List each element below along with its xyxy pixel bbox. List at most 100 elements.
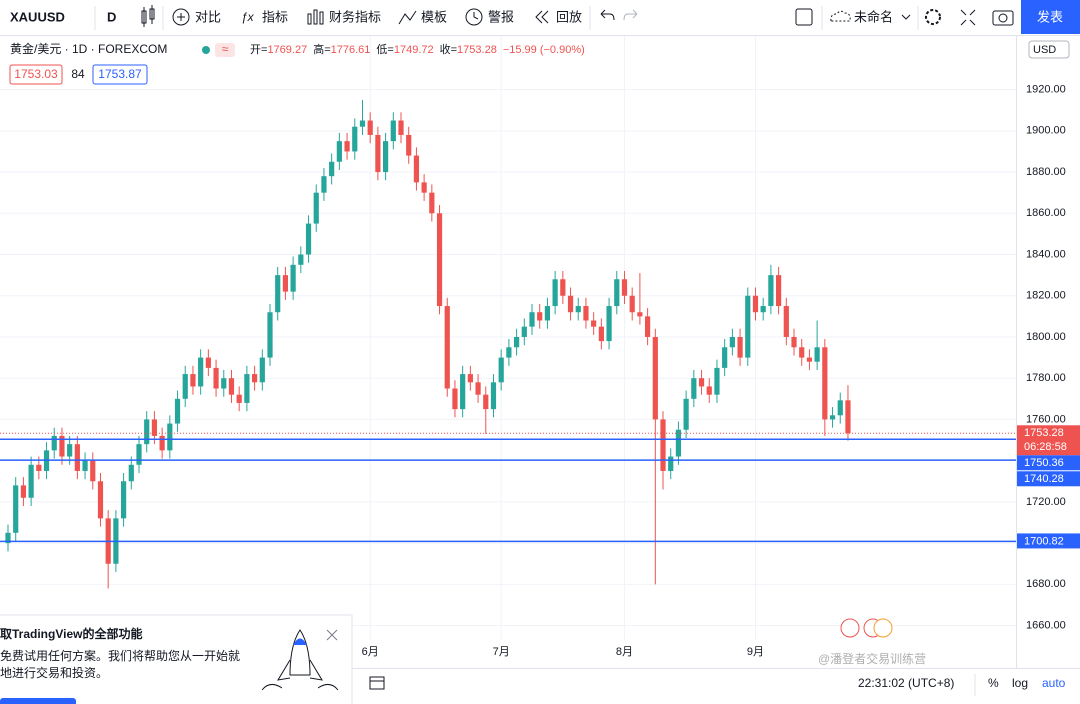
candle-body	[20, 485, 27, 498]
bid: 1753.03	[14, 67, 58, 81]
candle-body	[645, 316, 651, 337]
ask-box	[92, 64, 148, 85]
interval[interactable]: D	[107, 9, 116, 24]
candle-body	[483, 394, 489, 410]
currency-button[interactable]	[1028, 40, 1070, 59]
y-tick-label: 1840.00	[1026, 248, 1066, 260]
candle-body	[128, 464, 134, 482]
candle-body	[691, 378, 697, 399]
cloud-icon[interactable]	[830, 10, 851, 22]
candle-body	[190, 374, 196, 387]
candle-body	[537, 312, 543, 321]
spread: 84	[71, 67, 85, 81]
y-tick-label: 1680.00	[1026, 578, 1066, 590]
legend-value: 1749.72	[394, 44, 434, 56]
candle-body	[298, 254, 304, 265]
candle-body	[352, 126, 358, 152]
candle-body	[174, 398, 181, 424]
candle-body	[598, 326, 604, 342]
toolbar-button[interactable]: 回放	[556, 9, 582, 24]
candle-body	[698, 378, 705, 387]
promo-text: 地进行交易和投资。	[0, 665, 108, 680]
y-tick-label: 1760.00	[1026, 413, 1066, 425]
candle-body	[575, 306, 581, 313]
economic-events[interactable]	[840, 618, 893, 638]
candle-body	[706, 386, 712, 395]
currency[interactable]: USD	[1033, 44, 1056, 56]
candle-body	[791, 336, 797, 348]
log-toggle[interactable]: log	[1012, 676, 1028, 690]
candle-body	[529, 312, 535, 327]
close-icon[interactable]	[326, 629, 338, 641]
indicator-icon[interactable]: ƒx	[241, 10, 255, 24]
candle-body	[59, 435, 65, 457]
candle-body	[467, 374, 473, 383]
candle-body	[637, 312, 643, 317]
date-range-icon[interactable]	[369, 676, 385, 690]
symbol[interactable]: XAUUSD	[10, 9, 65, 24]
candle-body	[776, 275, 782, 307]
publish-label[interactable]: 发表	[1037, 9, 1063, 24]
candle-body	[783, 306, 789, 337]
fullscreen-icon[interactable]	[960, 9, 976, 26]
x-tick-label: 7月	[493, 646, 510, 658]
horizontal-line-label: 1740.28	[1024, 473, 1064, 485]
candle-body	[198, 357, 204, 387]
horizontal-line-box	[1017, 455, 1080, 471]
candle-body	[313, 192, 319, 224]
data-status-icon: ≈	[222, 42, 229, 56]
undo-icon[interactable]	[600, 9, 615, 21]
y-tick-label: 1660.00	[1026, 619, 1066, 631]
candle-body	[120, 481, 127, 519]
compare-icon[interactable]	[172, 8, 190, 26]
market-status	[202, 46, 210, 54]
y-tick-label: 1860.00	[1026, 207, 1066, 219]
x-tick-label: 6月	[362, 646, 379, 658]
plot-area	[0, 36, 1016, 640]
chart-type-icon[interactable]	[141, 5, 155, 27]
candle-body	[182, 374, 188, 399]
candle-body	[74, 444, 80, 471]
toolbar-button[interactable]: 财务指标	[329, 9, 381, 24]
candle-body	[660, 419, 666, 471]
last-price-box	[1017, 425, 1080, 456]
layout-name[interactable]: 未命名	[854, 9, 893, 24]
snapshot-icon[interactable]	[992, 10, 1014, 26]
candle-body	[436, 213, 443, 307]
replay-icon[interactable]	[535, 10, 549, 24]
dropdown-icon[interactable]	[901, 14, 911, 20]
toolbar-button[interactable]: 警报	[488, 9, 514, 24]
candle-body	[737, 336, 743, 358]
candle-body	[51, 435, 57, 451]
alert-icon[interactable]	[465, 8, 483, 26]
layout-icon[interactable]	[795, 8, 813, 26]
settings-icon[interactable]	[925, 9, 941, 25]
template-icon[interactable]	[398, 10, 417, 25]
x-tick-label: 8月	[616, 646, 633, 658]
candle-body	[668, 456, 674, 471]
candle-body	[829, 415, 836, 420]
candle-body	[36, 464, 42, 471]
publish-button[interactable]	[1021, 0, 1080, 34]
candle-body	[675, 429, 682, 457]
clock[interactable]: 22:31:02 (UTC+8)	[858, 676, 954, 690]
toolbar-button[interactable]: 指标	[262, 9, 288, 24]
candle-body	[205, 357, 211, 368]
y-tick-label: 1880.00	[1026, 166, 1066, 178]
redo-icon[interactable]	[623, 9, 638, 21]
candle-body	[28, 464, 34, 498]
candle-body	[506, 347, 512, 358]
candle-body	[344, 141, 350, 152]
candle-body	[144, 419, 150, 445]
toolbar-button[interactable]: 对比	[195, 9, 221, 24]
financials-icon[interactable]	[307, 9, 324, 25]
toolbar-button[interactable]: 模板	[421, 9, 447, 24]
watermark: @潘登者交易训练营	[818, 651, 926, 666]
promo-button[interactable]	[0, 698, 76, 704]
candle-body	[282, 275, 289, 292]
percent-toggle[interactable]: %	[988, 676, 999, 690]
candle-body	[822, 347, 828, 420]
candle-body	[421, 182, 427, 193]
auto-toggle[interactable]: auto	[1042, 676, 1066, 690]
